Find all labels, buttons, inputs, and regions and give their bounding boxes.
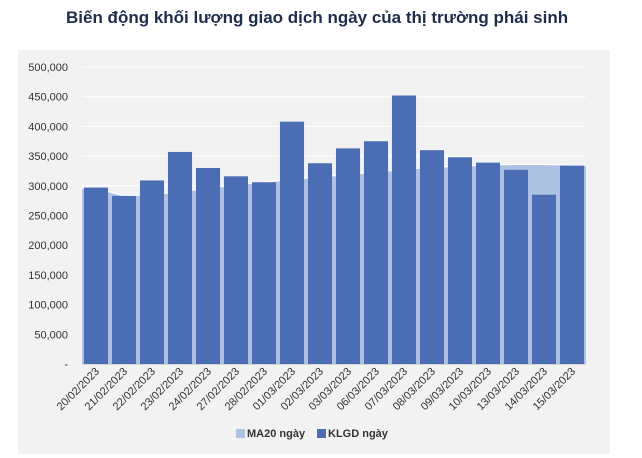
y-axis-ticks: - 50,000 100,000 150,000 200,000 250,000 300,0…	[28, 62, 68, 371]
x-axis-ticks: 20/02/202321/02/202322/02/202323/02/2023…	[55, 366, 578, 413]
klgd-bar	[335, 148, 361, 364]
y-tick-label: 250,000	[28, 211, 68, 223]
klgd-bar	[279, 121, 305, 364]
klgd-bar	[195, 167, 221, 364]
y-tick-label: 350,000	[28, 151, 68, 163]
legend-swatch-klgd	[317, 429, 326, 438]
legend-swatch-ma20	[236, 429, 245, 438]
y-tick-label: 200,000	[28, 240, 68, 252]
legend-label-klgd: KLGD ngày	[328, 428, 389, 440]
klgd-bar	[447, 157, 473, 364]
klgd-bar	[363, 141, 389, 364]
klgd-bar	[307, 163, 333, 364]
klgd-bar	[139, 180, 165, 364]
klgd-bar	[391, 95, 417, 365]
y-tick-label: 500,000	[28, 62, 68, 74]
y-tick-label: 50,000	[34, 329, 68, 341]
klgd-bar	[503, 169, 529, 364]
klgd-bar	[223, 176, 249, 364]
y-tick-label: -	[64, 359, 68, 371]
y-tick-label: 450,000	[28, 92, 68, 104]
klgd-bar	[251, 182, 277, 364]
klgd-bar	[475, 162, 501, 364]
y-tick-label: 100,000	[28, 300, 68, 312]
y-tick-label: 400,000	[28, 121, 68, 133]
legend: MA20 ngày KLGD ngày	[236, 428, 389, 440]
chart-title: Biến động khối lượng giao dịch ngày của …	[66, 8, 569, 27]
klgd-bar	[559, 165, 585, 364]
klgd-bar	[111, 195, 137, 364]
y-tick-label: 300,000	[28, 181, 68, 193]
klgd-bar	[419, 150, 445, 364]
klgd-bar	[83, 187, 109, 364]
klgd-bar	[167, 151, 193, 364]
klgd-bar	[531, 194, 557, 364]
legend-label-ma20: MA20 ngày	[247, 428, 306, 440]
y-tick-label: 150,000	[28, 270, 68, 282]
bar-layer	[83, 95, 585, 365]
